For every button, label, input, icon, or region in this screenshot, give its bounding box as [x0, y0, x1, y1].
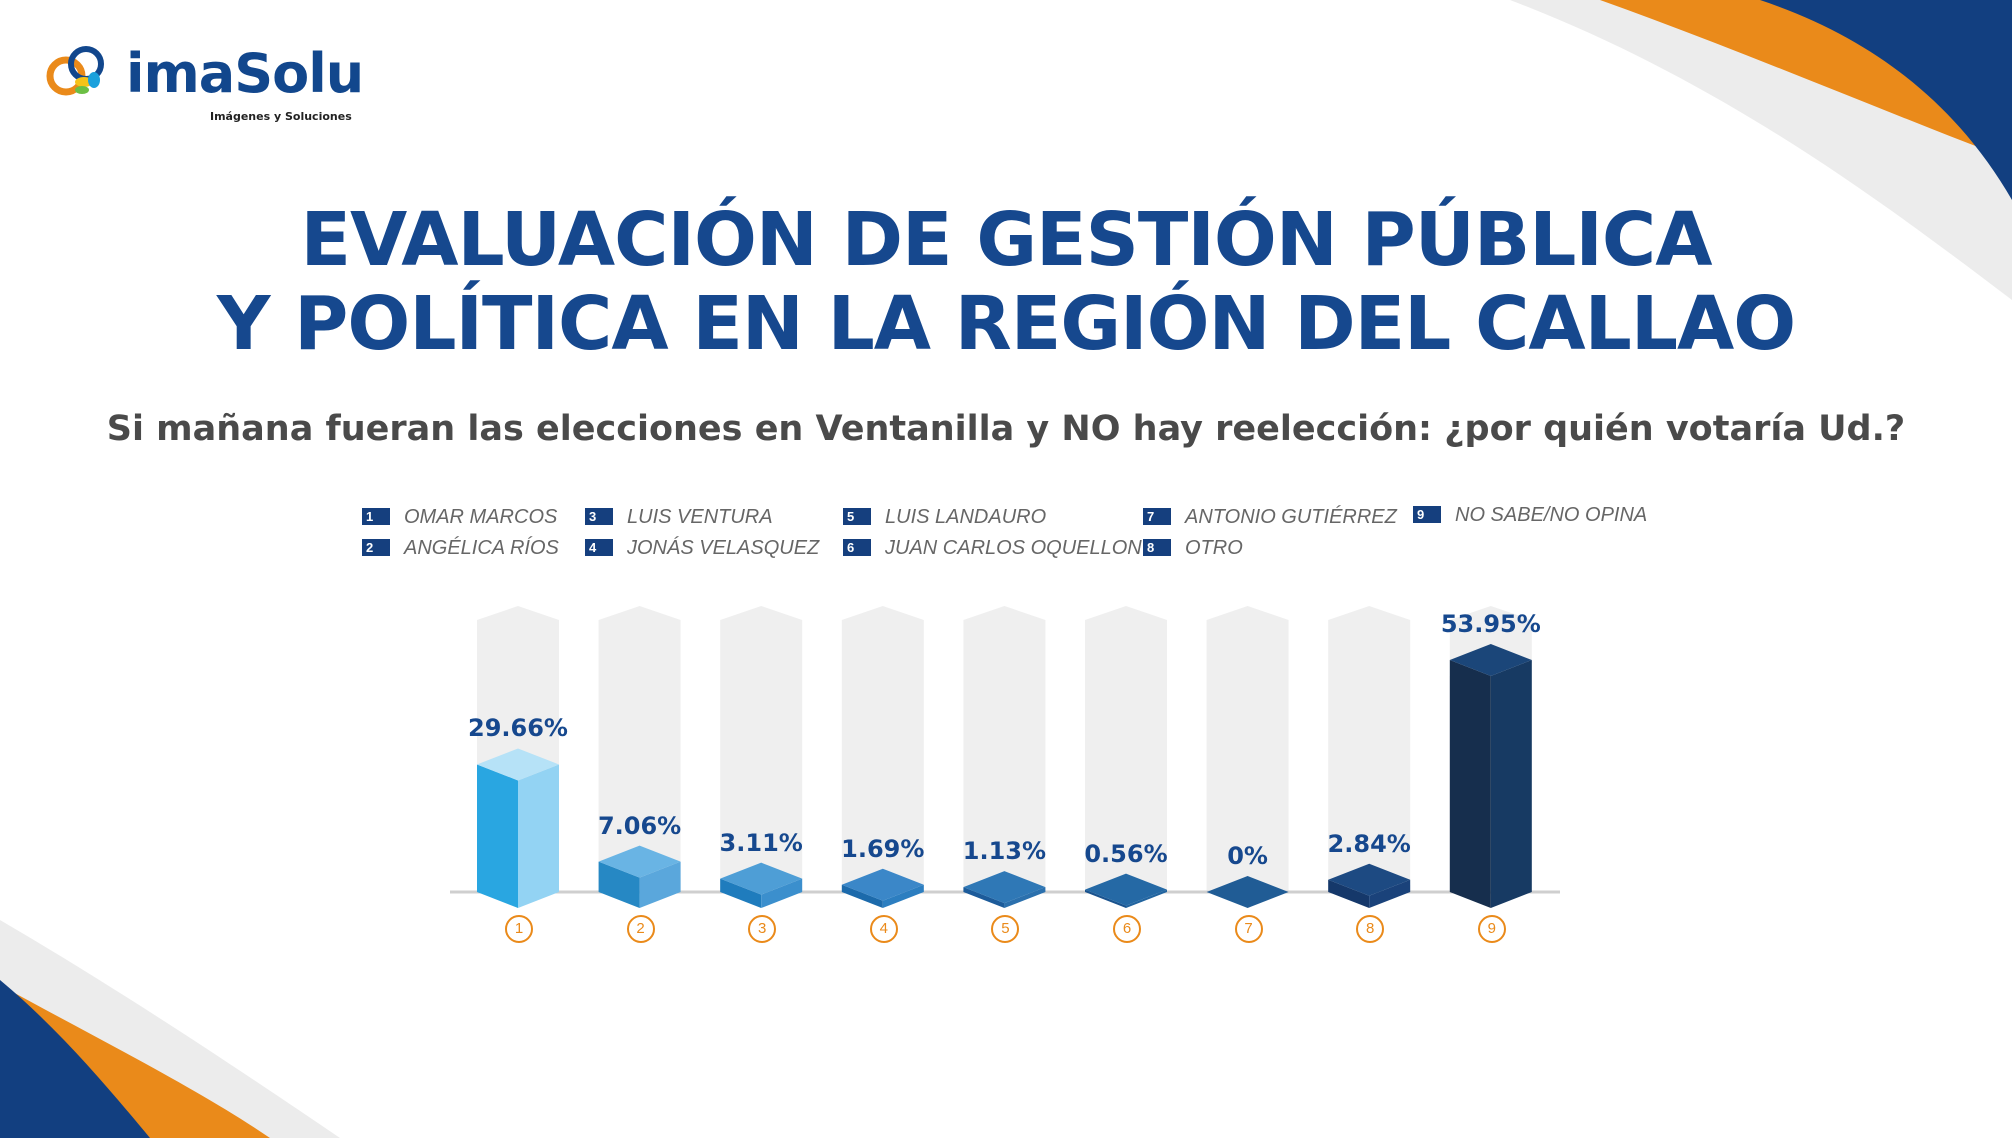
- bar-7: [1206, 876, 1289, 908]
- bar-value-label: 0%: [1227, 842, 1268, 870]
- bar-value-label: 7.06%: [597, 811, 682, 840]
- legend-label: OTRO: [1185, 537, 1243, 559]
- legend-number-badge: 4: [585, 539, 613, 556]
- bar-index-marker: 6: [1113, 915, 1141, 943]
- bar-side-face: [1369, 879, 1411, 908]
- bar-top-face: [1206, 876, 1289, 908]
- bar-9: [1449, 644, 1532, 908]
- legend-number-badge: 2: [362, 539, 390, 556]
- bar-5: [963, 871, 1046, 908]
- logo-tagline: Imágenes y Soluciones: [210, 110, 352, 123]
- bar-value-label: 1.13%: [962, 837, 1047, 866]
- bar-side-face: [882, 884, 924, 908]
- legend-number-badge: 7: [1143, 508, 1171, 525]
- bar-value-label: 29.66%: [468, 714, 568, 743]
- bar-side-face: [1126, 889, 1167, 908]
- page-title-line-2: Y POLÍTICA EN LA REGIÓN DEL CALLAO: [216, 281, 1796, 367]
- bar-index-marker: 2: [626, 915, 655, 943]
- legend-number-badge: 1: [362, 508, 390, 525]
- bar-top-face: [598, 845, 681, 878]
- legend-label: ANGÉLICA RÍOS: [404, 537, 559, 559]
- bar-side-face: [518, 764, 559, 908]
- bar-track: [1206, 606, 1289, 892]
- legend-label: JUAN CARLOS OQUELLON: [885, 537, 1142, 559]
- bar-side-face: [1490, 660, 1532, 908]
- bar-6: [1085, 873, 1167, 908]
- logo-wordmark: imaSolu: [126, 42, 364, 105]
- bar-value-label: 2.84%: [1327, 829, 1411, 858]
- bar-side-face: [1004, 887, 1046, 908]
- legend-label: NO SABE/NO OPINA: [1455, 504, 1648, 526]
- bar-index-marker: 5: [991, 915, 1020, 943]
- legend-number-badge: 9: [1413, 506, 1441, 523]
- bar-front-face: [963, 887, 1005, 908]
- legend-label: LUIS LANDAURO: [885, 506, 1047, 528]
- page-title-line-1: EVALUACIÓN DE GESTIÓN PÚBLICA: [300, 197, 1712, 283]
- legend-label: ANTONIO GUTIÉRREZ: [1185, 506, 1397, 528]
- bar-top-face: [477, 748, 559, 781]
- bar-value-label: 0.56%: [1084, 839, 1168, 868]
- bar-index-marker: 3: [748, 915, 777, 943]
- bar-index-marker: 7: [1234, 915, 1263, 943]
- bar-top-face: [841, 868, 924, 901]
- bar-top-face: [1328, 863, 1411, 896]
- bar-track: [1085, 606, 1167, 892]
- bar-front-face: [1328, 879, 1370, 908]
- legend-number-badge: 5: [843, 508, 871, 525]
- bar-front-face: [598, 861, 640, 908]
- bar-front-face: [1085, 889, 1126, 908]
- bar-top-face: [1085, 873, 1167, 906]
- bar-side-face: [761, 878, 803, 908]
- bar-front-face: [1449, 660, 1491, 908]
- legend-label: LUIS VENTURA: [627, 506, 773, 528]
- bar-top-face: [1449, 644, 1532, 676]
- bar-value-label: 3.11%: [719, 828, 803, 857]
- legend-number-badge: 8: [1143, 539, 1171, 556]
- bar-top-face: [720, 862, 803, 895]
- bar-index-marker: 9: [1477, 915, 1506, 943]
- bar-8: [1328, 863, 1411, 908]
- bar-front-face: [841, 884, 883, 908]
- bar-track: [720, 606, 803, 892]
- brand-logo: imaSolu Imágenes y Soluciones: [44, 40, 364, 130]
- bar-track: [1328, 606, 1411, 892]
- bar-track: [963, 606, 1046, 892]
- bar-4: [841, 868, 924, 908]
- bar-index-marker: 1: [505, 915, 533, 943]
- legend-label: OMAR MARCOS: [404, 506, 558, 528]
- bar-track: [598, 606, 681, 892]
- legend-number-badge: 3: [585, 508, 613, 525]
- survey-question: Si mañana fueran las elecciones en Venta…: [106, 409, 1906, 449]
- bar-top-face: [963, 871, 1046, 904]
- bar-1: [477, 748, 559, 908]
- bar-track: [841, 606, 924, 892]
- bar-index-marker: 8: [1356, 915, 1385, 943]
- bar-front-face: [720, 878, 762, 908]
- bar-front-face: [477, 764, 518, 908]
- bar-2: [598, 845, 681, 908]
- bar-value-label: 1.69%: [841, 834, 925, 863]
- bar-value-label: 53.95%: [1440, 610, 1541, 638]
- bar-index-marker: 4: [869, 915, 898, 943]
- bar-3: [720, 862, 803, 908]
- bar-side-face: [639, 861, 681, 908]
- legend-label: JONÁS VELASQUEZ: [627, 537, 820, 559]
- legend-number-badge: 6: [843, 539, 871, 556]
- logo-icon: [46, 46, 104, 96]
